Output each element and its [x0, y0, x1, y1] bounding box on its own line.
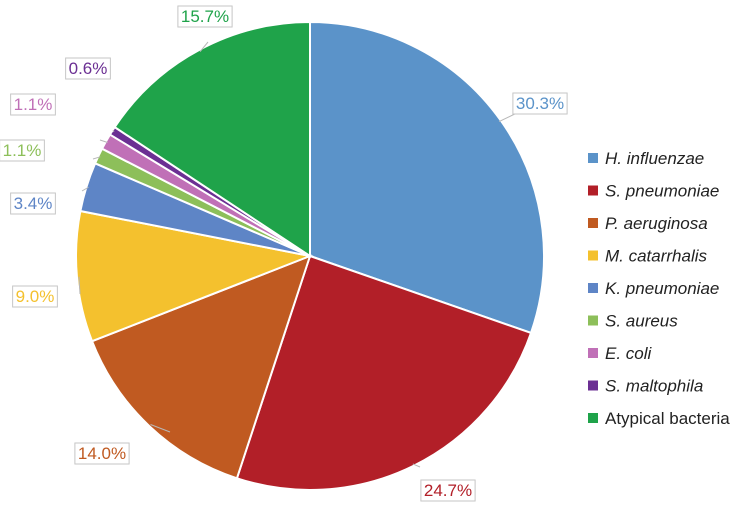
legend-swatch	[588, 348, 598, 358]
pie-slice-m-catarrhalis	[75, 209, 314, 343]
legend-label: M. catarrhalis	[605, 247, 708, 266]
pie-slices	[75, 20, 545, 491]
leader-line	[92, 156, 101, 160]
legend-swatch	[588, 153, 598, 163]
legend-label: P. aeruginosa	[605, 214, 708, 233]
data-label-m-catarrhalis: 9.0%	[12, 276, 81, 308]
legend-item-atypical-bacteria: Atypical bacteria	[588, 409, 730, 428]
legend-item-e-coli: E. coli	[588, 344, 653, 363]
legend-swatch	[588, 185, 598, 196]
legend-swatch	[588, 413, 598, 423]
legend-item-p-aeruginosa: P. aeruginosa	[588, 214, 708, 233]
leader-line	[412, 463, 421, 468]
data-label-text: 3.4%	[14, 194, 53, 213]
data-label-box	[65, 57, 111, 80]
data-label-box	[10, 93, 56, 116]
legend-label: S. pneumoniae	[605, 182, 719, 201]
legend-item-s-aureus: S. aureus	[588, 312, 678, 331]
legend-swatch	[588, 380, 598, 391]
data-label-text: 0.6%	[69, 59, 108, 78]
pie-slice-atypical-bacteria	[113, 20, 311, 258]
data-label-text: 30.3%	[516, 94, 564, 113]
data-label-box	[0, 139, 45, 162]
legend-swatch	[588, 250, 598, 261]
data-label-text: 9.0%	[16, 287, 55, 306]
legend-label: S. aureus	[605, 312, 678, 331]
data-label-box	[177, 5, 233, 28]
legend: H. influenzae S. pneumoniae P. aeruginosa M…	[588, 149, 730, 428]
data-label-box	[12, 285, 58, 308]
data-label-p-aeruginosa: 14.0%	[74, 424, 171, 465]
data-label-s-aureus: 1.1%	[0, 139, 101, 162]
data-label-text: 24.7%	[424, 481, 472, 500]
data-label-text: 14.0%	[78, 444, 126, 463]
leader-line	[78, 276, 81, 295]
pie-slice-s-pneumoniae	[235, 254, 533, 491]
legend-item-m-catarrhalis: M. catarrhalis	[588, 247, 708, 266]
data-label-text: 1.1%	[3, 141, 42, 160]
legend-swatch	[588, 218, 598, 228]
pie-slice-p-aeruginosa	[90, 254, 312, 480]
legend-label: K. pneumoniae	[605, 279, 719, 298]
legend-label: S. maltophila	[605, 377, 703, 396]
data-label-k-pneumoniae: 3.4%	[10, 186, 89, 215]
leader-line	[150, 424, 171, 433]
legend-item-h-influenzae: H. influenzae	[588, 149, 704, 168]
data-label-box	[512, 92, 568, 115]
data-label-atypical-bacteria: 15.7%	[177, 5, 233, 53]
legend-item-s-pneumoniae: S. pneumoniae	[588, 182, 719, 201]
legend-swatch	[588, 315, 598, 326]
leader-line	[81, 186, 89, 192]
data-label-box	[420, 479, 476, 502]
legend-item-s-maltophila: S. maltophila	[588, 377, 703, 396]
leader-line	[199, 41, 209, 53]
leader-line	[99, 139, 108, 144]
pie-data-labels: 30.3% 24.7% 14.0% 9.0% 3.4% 1.1% 1.1% 0.6% 15.7%	[0, 5, 568, 502]
legend-label: Atypical bacteria	[605, 409, 730, 428]
data-label-s-pneumoniae: 24.7%	[412, 463, 476, 502]
data-label-s-maltophila: 0.6%	[65, 57, 115, 133]
legend-label: H. influenzae	[605, 149, 704, 168]
data-label-box	[74, 442, 130, 465]
data-label-e-coli: 1.1%	[10, 93, 108, 144]
data-label-text: 15.7%	[181, 7, 229, 26]
data-label-box	[10, 192, 56, 215]
legend-swatch	[588, 283, 598, 293]
data-label-text: 1.1%	[14, 95, 53, 114]
data-label-h-influenzae: 30.3%	[498, 92, 568, 123]
leader-line	[112, 129, 115, 133]
legend-item-k-pneumoniae: K. pneumoniae	[588, 279, 719, 298]
legend-label: E. coli	[605, 344, 653, 363]
